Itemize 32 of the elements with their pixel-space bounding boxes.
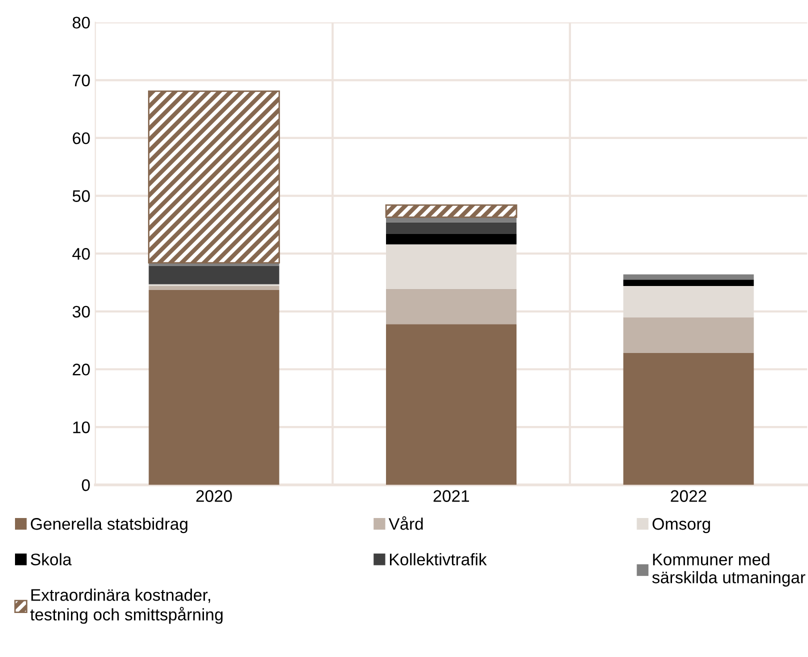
bar [386, 222, 517, 234]
bar [386, 234, 517, 244]
bar [385, 204, 518, 218]
y-tick-label: 10 [73, 421, 90, 434]
bar [386, 288, 517, 324]
bar [623, 280, 754, 286]
bar [148, 90, 280, 264]
x-tick-label: 2022 [670, 490, 706, 502]
y-tick-label: 70 [72, 74, 90, 86]
bar [148, 266, 280, 284]
x-tick-label: 2021 [434, 490, 469, 502]
bar [386, 324, 517, 485]
legend-label: Generella statsbidrag [30, 518, 188, 534]
x-tick-label: 2020 [196, 490, 232, 502]
y-tick-label: 60 [72, 132, 90, 144]
bar [623, 353, 754, 485]
y-tick-label: 30 [72, 306, 90, 318]
y-tick-label: 50 [72, 190, 90, 202]
bar [623, 274, 754, 280]
legend-label: Extraordinära kostnader, testning och smittspårning [30, 588, 223, 624]
legend-label: Omsorg [652, 518, 710, 534]
legend-label: Kollektivtrafik [390, 553, 487, 566]
bar [148, 286, 280, 290]
bar [148, 290, 280, 485]
y-tick-label: 20 [72, 364, 90, 376]
y-tick-label: 0 [82, 479, 90, 492]
y-tick-label: 40 [72, 248, 90, 260]
legend-label: Kommuner med särskilda utmaningar [652, 553, 806, 587]
bar [623, 317, 754, 354]
y-tick-label: 80 [72, 16, 90, 29]
legend-label: Vård [388, 516, 423, 530]
legend-label: Skola [30, 553, 72, 566]
